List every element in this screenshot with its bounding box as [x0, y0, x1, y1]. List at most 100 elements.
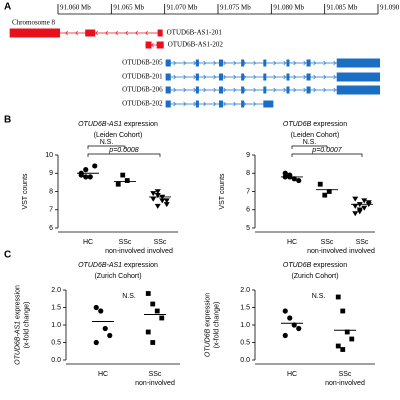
strand-arrow: [293, 74, 297, 80]
x-tick-label: HC: [98, 371, 108, 378]
y-label-text: VST counts: [22, 173, 29, 210]
y-label-text: (x-fold change): [213, 302, 220, 349]
exon: [165, 100, 171, 108]
exon: [306, 59, 311, 67]
y-label-text: expression: [204, 293, 211, 329]
strand-arrow: [95, 30, 98, 36]
strand-arrow: [203, 60, 207, 66]
data-point: [282, 308, 288, 314]
x-tick-label: involved: [147, 248, 173, 255]
exon: [336, 72, 381, 82]
data-point: [150, 340, 156, 345]
exon: [195, 100, 199, 108]
x-tick-label: non-involved: [325, 380, 365, 387]
strand-arrow: [313, 74, 317, 80]
y-tick-label: 6: [246, 207, 250, 214]
exon: [306, 73, 311, 81]
transcript-label: OTUD6B-AS1-201: [167, 29, 223, 37]
y-tick-label: 1.5: [51, 304, 61, 311]
strand-arrow: [213, 87, 217, 93]
y-tick-label: 10: [45, 152, 53, 159]
data-point: [150, 301, 156, 307]
tick-label: 91.080 Mb: [273, 4, 304, 12]
chart-subtitle: (Zurich Cohort): [291, 273, 338, 280]
tick-label: 91.060 Mb: [60, 4, 91, 12]
strand-arrow: [213, 101, 217, 107]
strand-arrow: [173, 87, 177, 93]
strand-arrow: [223, 74, 227, 80]
y-tick-label: 0.0: [240, 357, 250, 364]
strand-arrow: [243, 87, 247, 93]
y-label-text: VST counts: [219, 173, 226, 210]
exon: [241, 100, 245, 108]
strand-arrow: [193, 60, 197, 66]
significance-bracket: [87, 153, 161, 157]
title-text: expression: [122, 121, 158, 128]
exon: [336, 85, 381, 95]
y-tick-label: 6: [49, 225, 53, 232]
data-point: [92, 163, 98, 169]
title-text: expression: [311, 121, 347, 128]
strand-arrow: [213, 74, 217, 80]
transcript-label: OTUD6B-206: [122, 86, 163, 94]
y-tick-label: 1.5: [240, 304, 250, 311]
tick-label: 91.065 Mb: [113, 4, 144, 12]
annotation: p=0.0007: [311, 147, 342, 154]
strand-arrow: [233, 60, 237, 66]
y-tick-label: 1.0: [51, 322, 61, 329]
data-point: [124, 178, 130, 183]
panel-label: B: [4, 115, 11, 126]
strand-arrow: [183, 101, 187, 107]
strand-arrow: [333, 74, 337, 80]
strand-arrow: [273, 74, 277, 80]
y-label-text: expression: [14, 285, 21, 321]
data-point: [163, 202, 170, 208]
data-point: [93, 304, 99, 311]
strand-arrow: [313, 60, 317, 66]
data-point: [352, 203, 359, 209]
data-point: [102, 325, 108, 332]
y-axis-label: (x-fold change): [213, 302, 220, 349]
strand-arrow: [183, 87, 187, 93]
exon: [218, 59, 224, 67]
strand-arrow: [333, 60, 337, 66]
exon: [286, 86, 290, 94]
strand-arrow: [243, 101, 247, 107]
y-tick-label: 9: [49, 170, 53, 177]
title-gene: OTUD6B-AS1: [78, 262, 122, 269]
exon: [195, 73, 199, 81]
strand-arrow: [273, 87, 277, 93]
significance-bracket: [87, 145, 126, 149]
annotation: N.S.: [100, 139, 114, 146]
transcript-label: OTUD6B-202: [122, 100, 163, 108]
data-point: [159, 198, 166, 204]
strand-arrow: [65, 30, 68, 36]
x-tick-label: SSc: [356, 239, 369, 246]
strand-arrow: [135, 30, 138, 36]
annotation: N.S.: [312, 293, 326, 300]
y-tick-label: 8: [246, 170, 250, 177]
strand-arrow: [303, 60, 307, 66]
data-point: [83, 167, 89, 173]
data-point: [120, 172, 126, 178]
strand-arrow: [173, 74, 177, 80]
x-tick-label: SSc: [154, 239, 167, 246]
strand-arrow: [253, 60, 257, 66]
strand-arrow: [173, 60, 177, 66]
data-point: [296, 325, 302, 332]
strand-arrow: [183, 60, 187, 66]
title-gene: OTUD6B: [283, 121, 312, 128]
chart-title: OTUD6B expression: [283, 262, 347, 269]
strand-arrow: [125, 30, 128, 36]
strand-arrow: [253, 101, 257, 107]
data-point: [150, 191, 157, 197]
chart-subtitle: (Zurich Cohort): [94, 273, 141, 280]
significance-bracket: [291, 153, 363, 157]
exon: [336, 58, 381, 68]
data-point: [352, 196, 359, 202]
strand-arrow: [203, 74, 207, 80]
x-tick-label: non-involved: [135, 380, 175, 387]
strand-arrow: [283, 74, 287, 80]
data-point: [344, 329, 350, 335]
